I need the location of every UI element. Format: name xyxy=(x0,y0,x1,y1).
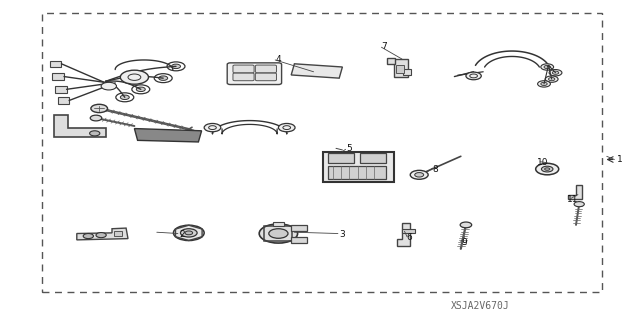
Polygon shape xyxy=(134,129,202,142)
FancyBboxPatch shape xyxy=(233,73,254,81)
Bar xyxy=(58,97,69,104)
Circle shape xyxy=(545,168,550,170)
Circle shape xyxy=(90,131,100,136)
Circle shape xyxy=(415,173,424,177)
Text: 11: 11 xyxy=(567,195,579,204)
Circle shape xyxy=(541,82,547,85)
Circle shape xyxy=(549,70,562,76)
Circle shape xyxy=(120,95,129,100)
Polygon shape xyxy=(54,115,106,137)
Circle shape xyxy=(185,231,193,235)
Circle shape xyxy=(96,233,106,238)
Bar xyxy=(50,61,61,67)
Circle shape xyxy=(460,222,472,228)
Circle shape xyxy=(574,202,584,207)
Text: 9: 9 xyxy=(461,238,467,247)
Bar xyxy=(396,65,404,73)
Circle shape xyxy=(544,65,550,69)
Circle shape xyxy=(259,224,298,243)
Text: 10: 10 xyxy=(537,158,548,167)
Bar xyxy=(114,231,122,236)
Circle shape xyxy=(83,234,93,239)
Text: 5: 5 xyxy=(346,144,351,153)
Polygon shape xyxy=(291,64,342,78)
Circle shape xyxy=(101,82,116,90)
Bar xyxy=(55,86,67,93)
Circle shape xyxy=(173,225,204,241)
Circle shape xyxy=(159,76,168,80)
Text: XSJA2V670J: XSJA2V670J xyxy=(451,300,509,311)
Polygon shape xyxy=(568,185,582,199)
FancyBboxPatch shape xyxy=(227,63,282,85)
Circle shape xyxy=(536,163,559,175)
Bar xyxy=(291,237,307,243)
Polygon shape xyxy=(77,228,128,240)
Circle shape xyxy=(180,229,197,237)
Text: 2: 2 xyxy=(180,230,185,239)
Circle shape xyxy=(204,123,221,132)
Text: 3: 3 xyxy=(340,230,345,239)
Bar xyxy=(387,58,395,64)
FancyBboxPatch shape xyxy=(255,65,276,73)
Circle shape xyxy=(541,64,554,70)
Bar xyxy=(264,226,292,241)
Bar xyxy=(323,152,394,182)
Circle shape xyxy=(172,64,180,69)
Text: 6: 6 xyxy=(407,233,412,242)
Bar xyxy=(360,153,386,163)
Bar xyxy=(291,225,307,231)
Circle shape xyxy=(552,71,559,74)
Circle shape xyxy=(410,170,428,179)
Circle shape xyxy=(91,104,108,113)
Bar xyxy=(52,73,64,80)
Bar xyxy=(328,153,354,163)
FancyBboxPatch shape xyxy=(233,65,254,73)
Circle shape xyxy=(90,115,102,121)
Text: 4: 4 xyxy=(276,55,281,63)
Bar xyxy=(394,59,408,77)
Circle shape xyxy=(538,81,550,87)
Text: 1: 1 xyxy=(617,155,622,164)
Bar xyxy=(403,69,411,75)
Text: 7: 7 xyxy=(381,42,387,51)
Circle shape xyxy=(548,78,555,81)
Bar xyxy=(402,229,415,233)
Text: 8: 8 xyxy=(433,165,438,174)
Bar xyxy=(273,222,284,226)
Bar xyxy=(42,13,602,292)
Circle shape xyxy=(269,229,288,238)
Circle shape xyxy=(466,72,481,80)
Circle shape xyxy=(541,166,553,172)
Circle shape xyxy=(278,123,295,132)
Circle shape xyxy=(136,87,145,92)
FancyBboxPatch shape xyxy=(255,73,276,81)
Circle shape xyxy=(545,76,558,82)
Polygon shape xyxy=(397,223,410,246)
Bar xyxy=(328,166,386,179)
Circle shape xyxy=(120,70,148,84)
